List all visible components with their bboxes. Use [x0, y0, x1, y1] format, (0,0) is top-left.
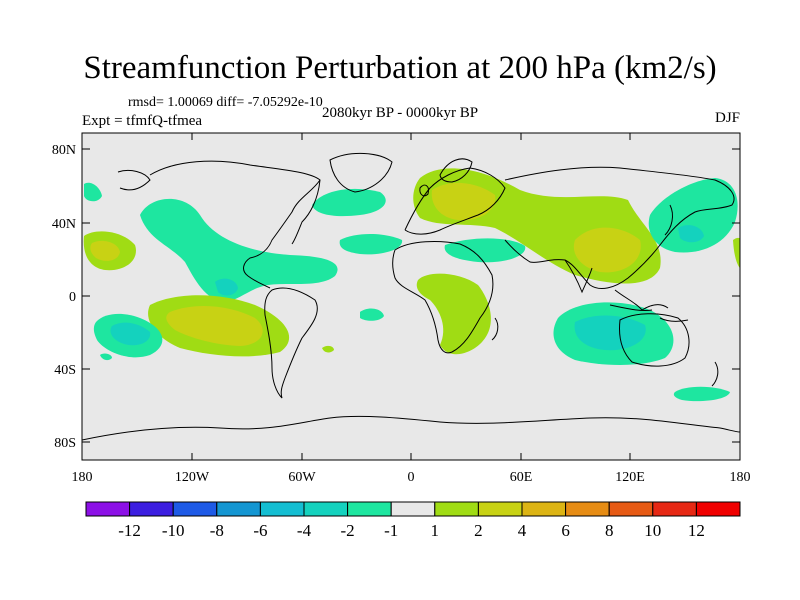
colorbar-label: -4	[297, 521, 312, 540]
contour-atlantic-negative-2	[339, 234, 403, 255]
coast-north-america-east	[291, 179, 321, 245]
colorbar-box	[434, 501, 479, 517]
contour-small-4	[84, 182, 102, 202]
colorbar-label: -8	[210, 521, 224, 540]
colorbar-box	[129, 501, 174, 517]
lat-label-80s: 80S	[54, 436, 76, 451]
lon-label-60w: 60W	[288, 470, 316, 485]
contour-indian-2	[574, 315, 646, 351]
lon-label-180w: 180	[72, 470, 93, 485]
coast-greenland	[329, 152, 393, 193]
colorbar-box	[85, 501, 131, 517]
colorbar-label: 4	[518, 521, 527, 540]
colorbar-box	[521, 501, 567, 517]
contour-nwpacific-2	[678, 225, 704, 243]
coast-europe	[404, 167, 506, 235]
lon-label-120e: 120E	[615, 470, 645, 485]
contour-small-3	[673, 386, 730, 402]
colorbar: -12 -10 -8 -6 -4 -2 -1 1 2 4 6 8 10 12	[85, 501, 741, 540]
contour-mideast-negative	[444, 238, 526, 263]
contour-pacific-negative-2	[215, 278, 238, 296]
lon-label-120w: 120W	[175, 470, 210, 485]
colorbar-label: -6	[253, 521, 267, 540]
colorbar-label: 8	[605, 521, 614, 540]
contour-africa-positive	[416, 273, 491, 355]
colorbar-label: -2	[341, 521, 355, 540]
contour-edge-positive	[733, 237, 740, 269]
contour-small-2	[322, 345, 334, 353]
contour-europe-4	[431, 182, 496, 221]
colorbar-label: 2	[474, 521, 483, 540]
season-label: DJF	[714, 110, 740, 126]
coast-alaska	[117, 169, 151, 191]
colorbar-box	[652, 501, 697, 517]
colorbar-box	[608, 501, 654, 517]
lat-label-40s: 40S	[54, 363, 76, 378]
coast-indonesia	[609, 304, 689, 322]
lon-label-180e: 180	[730, 470, 751, 485]
colorbar-box	[172, 501, 218, 517]
period-label: 2080kyr BP - 0000kyr BP	[322, 105, 479, 121]
contour-pacific-negative	[140, 198, 338, 302]
contour-small-5	[100, 353, 112, 361]
colorbar-label: 6	[561, 521, 570, 540]
coast-madagascar	[491, 317, 499, 341]
coast-north-america	[149, 160, 321, 289]
lon-label-0: 0	[408, 470, 415, 485]
contour-fills	[82, 152, 740, 441]
stats-label: rmsd= 1.00069 diff= -7.05292e-10	[128, 95, 323, 110]
map-title: Streamfunction Perturbation at 200 hPa (…	[83, 50, 717, 86]
coast-india	[564, 259, 593, 294]
coast-uk	[419, 184, 429, 197]
contour-swpacific-2	[110, 322, 151, 346]
coast-nz	[711, 361, 719, 387]
colorbar-label: 12	[688, 521, 705, 540]
experiment-label: Expt = tfmfQ-tfmea	[82, 113, 203, 129]
coast-scandinavia	[439, 158, 473, 183]
coast-asia	[504, 166, 735, 289]
colorbar-box	[216, 501, 261, 517]
lat-label-0: 0	[69, 290, 76, 305]
contour-asia-4	[573, 227, 641, 273]
colorbar-label: -1	[384, 521, 398, 540]
contour-nwpacific-negative	[648, 178, 738, 253]
coast-antarctica	[82, 415, 740, 441]
coast-africa	[392, 241, 494, 354]
coast-south-america	[264, 287, 318, 399]
lon-axis	[191, 133, 631, 460]
colorbar-box	[303, 501, 349, 517]
colorbar-box	[390, 501, 436, 517]
colorbar-label: 1	[431, 521, 440, 540]
contour-small-1	[360, 308, 384, 321]
contour-atlantic-negative	[312, 188, 386, 217]
coastlines	[82, 152, 740, 441]
colorbar-box	[259, 501, 305, 517]
contour-spacific-4	[166, 306, 263, 346]
coast-japan	[664, 204, 673, 236]
colorbar-label: -12	[118, 521, 141, 540]
colorbar-label: -10	[162, 521, 185, 540]
colorbar-label: 10	[644, 521, 661, 540]
lat-label-40n: 40N	[52, 217, 76, 232]
contour-westpac-4	[90, 240, 120, 261]
colorbar-box	[695, 501, 741, 517]
colorbar-box	[347, 501, 392, 517]
lat-label-80n: 80N	[52, 143, 76, 158]
colorbar-box	[477, 501, 523, 517]
coast-australia	[619, 313, 690, 367]
lat-axis	[82, 148, 740, 443]
lon-label-60e: 60E	[510, 470, 533, 485]
colorbar-box	[565, 501, 610, 517]
